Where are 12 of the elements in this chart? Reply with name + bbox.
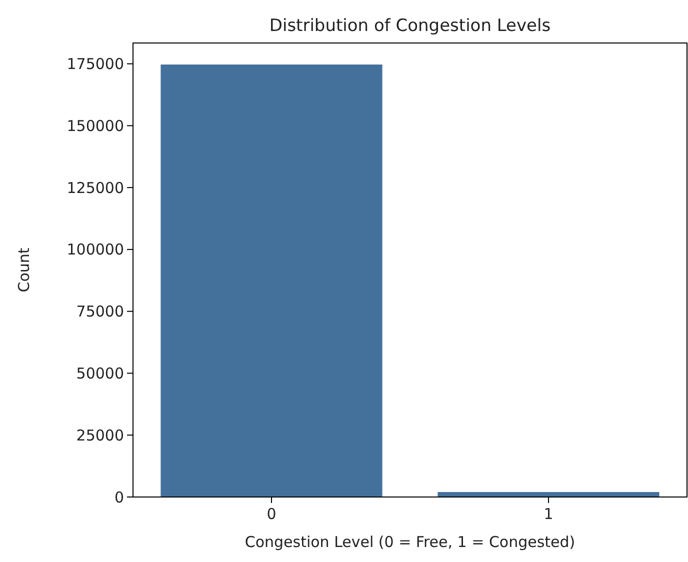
y-tick-label: 100000: [66, 240, 124, 259]
y-tick-label: 75000: [76, 302, 124, 321]
x-axis-title: Congestion Level (0 = Free, 1 = Congested): [244, 533, 576, 551]
chart-title: Distribution of Congestion Levels: [269, 16, 551, 36]
y-tick-label: 0: [114, 488, 124, 506]
y-tick-label: 25000: [76, 426, 124, 444]
y-tick-label: 175000: [66, 55, 124, 74]
y-axis-title: Count: [15, 248, 33, 292]
x-tick-label: 1: [544, 505, 554, 523]
y-tick-label: 150000: [66, 116, 124, 135]
y-tick-label: 50000: [76, 364, 124, 382]
y-tick-label: 125000: [66, 178, 124, 197]
